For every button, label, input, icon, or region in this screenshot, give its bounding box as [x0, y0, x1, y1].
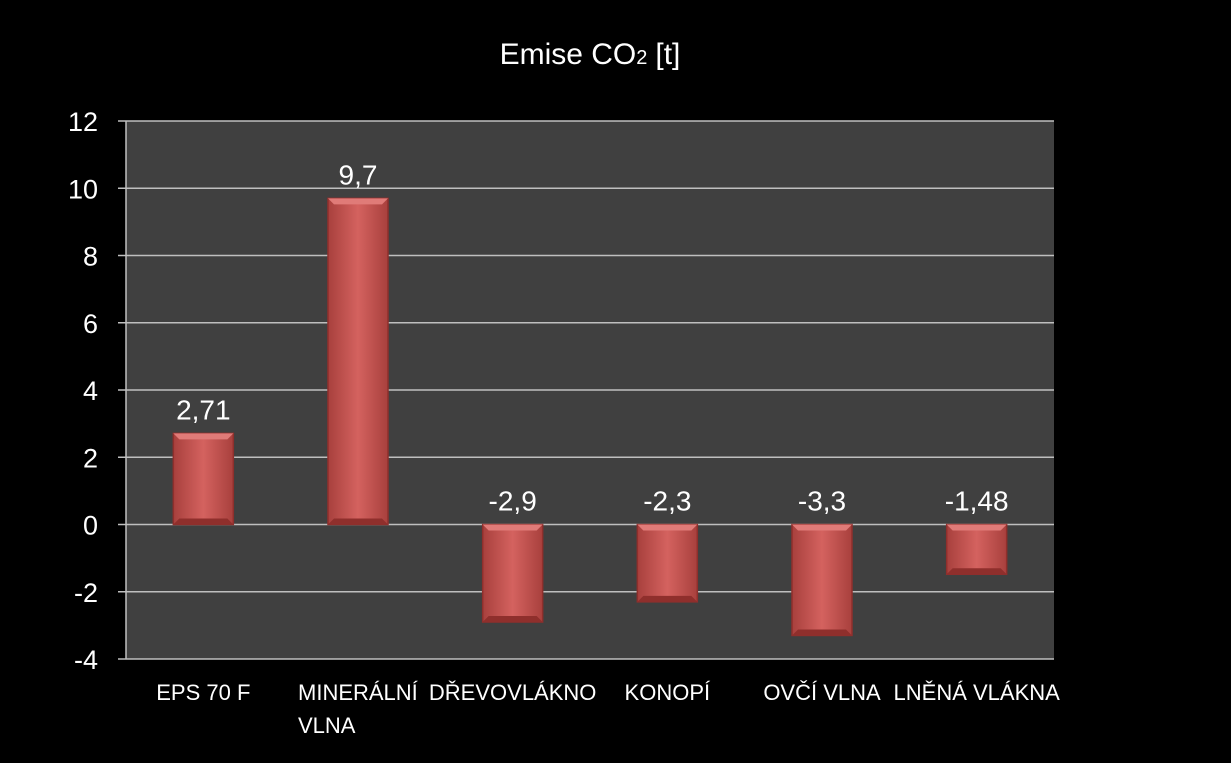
x-tick-label: LNĚNÁ VLÁKNA	[894, 680, 1061, 705]
chart-title-main: Emise CO	[500, 38, 637, 71]
x-tick-label-line: MINERÁLNÍ	[298, 680, 419, 705]
data-label: -1,48	[945, 486, 1009, 517]
data-label: -2,9	[489, 486, 537, 517]
bar-bevel	[946, 524, 1007, 531]
chart-title: Emise CO2 [t]	[500, 38, 681, 71]
y-tick-label: 6	[83, 309, 98, 339]
x-tick-label-line: EPS 70 F	[156, 680, 250, 705]
bar-bevel	[173, 433, 234, 440]
data-label: -3,3	[798, 486, 846, 517]
data-label: 9,7	[339, 159, 378, 190]
bar	[636, 523, 699, 603]
y-tick-label: 10	[68, 174, 98, 204]
x-tick-label: EPS 70 F	[156, 680, 250, 705]
bar-bevel	[637, 524, 698, 531]
x-tick-label: DŘEVOVLÁKNO	[429, 680, 597, 705]
y-tick-label: -4	[74, 645, 98, 675]
y-tick-label: 0	[83, 511, 98, 541]
y-tick-label: -2	[74, 578, 98, 608]
bar-bevel	[173, 518, 234, 525]
bar-bevel	[328, 198, 388, 205]
data-label: 2,71	[176, 394, 231, 425]
x-tick-label-line: LNĚNÁ VLÁKNA	[894, 680, 1061, 705]
bar	[481, 523, 544, 623]
x-tick-label: MINERÁLNÍ VLNA	[298, 680, 419, 738]
x-tick-label-line: VLNA	[298, 713, 356, 738]
x-tick-label: KONOPÍ	[625, 680, 711, 705]
bar	[327, 197, 389, 526]
chart-title-unit: [t]	[655, 38, 680, 71]
y-tick-label: 12	[68, 107, 98, 137]
y-tick-label: 2	[83, 443, 98, 473]
y-tick-label: 4	[83, 376, 98, 406]
bar	[172, 432, 235, 526]
bar-bevel	[328, 518, 388, 525]
plot-area: -4 -2 0 2 4 6 8 10 12 2,71 EPS 70 F 9,7 MINERÁLNÍ VLN…	[68, 107, 1060, 738]
bar-bevel	[792, 524, 852, 531]
bar	[945, 523, 1008, 576]
x-tick-label: OVČÍ VLNA	[763, 680, 881, 705]
bar	[791, 523, 853, 637]
x-tick-label-line: KONOPÍ	[625, 680, 711, 705]
bar-bevel	[792, 629, 852, 636]
bar-bevel	[482, 616, 543, 623]
x-tick-label-line: DŘEVOVLÁKNO	[429, 680, 597, 705]
y-tick-label: 8	[83, 242, 98, 272]
bar-bevel	[946, 568, 1007, 575]
bar-bevel	[482, 524, 543, 531]
bar-bevel	[637, 595, 698, 602]
chart-title-subscript: 2	[636, 47, 647, 69]
x-tick-label-line: OVČÍ VLNA	[763, 680, 881, 705]
data-label: -2,3	[643, 486, 691, 517]
